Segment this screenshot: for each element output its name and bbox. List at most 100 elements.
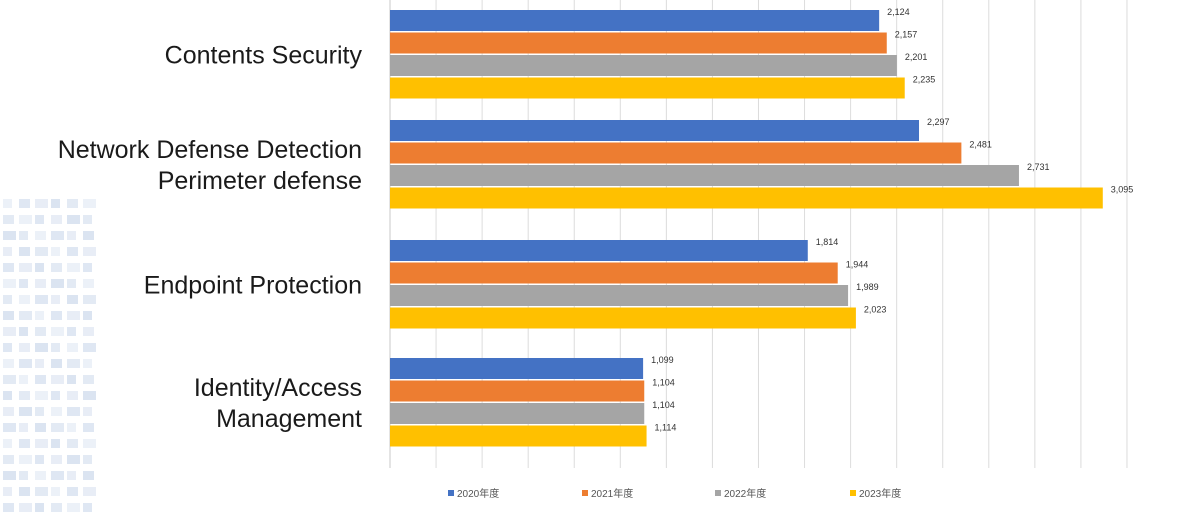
deco-window (83, 439, 96, 448)
bar (390, 262, 838, 284)
bar-value-label: 1,944 (846, 260, 869, 270)
deco-window (51, 231, 64, 240)
deco-window (19, 199, 30, 208)
deco-window (3, 327, 16, 336)
deco-window (67, 423, 76, 432)
deco-window (67, 343, 78, 352)
deco-window (67, 375, 76, 384)
deco-window (83, 359, 92, 368)
deco-window (83, 407, 92, 416)
deco-window (67, 295, 78, 304)
deco-window (51, 279, 64, 288)
deco-window (35, 295, 48, 304)
deco-window (3, 263, 14, 272)
deco-window (83, 215, 92, 224)
deco-window (67, 231, 76, 240)
category-label: Endpoint Protection (144, 271, 362, 299)
bar-value-label: 3,095 (1111, 185, 1134, 195)
deco-window (3, 455, 14, 464)
deco-window (83, 279, 94, 288)
category-label: Contents Security (165, 41, 363, 69)
bar-value-label: 2,157 (895, 30, 918, 40)
deco-window (51, 391, 60, 400)
bar (390, 165, 1019, 186)
deco-window (19, 343, 30, 352)
deco-window (35, 375, 46, 384)
deco-window (3, 215, 14, 224)
legend-swatch (850, 490, 856, 496)
bar (390, 120, 920, 141)
deco-window (51, 311, 62, 320)
deco-window (83, 375, 94, 384)
deco-window (35, 471, 46, 480)
deco-window (35, 439, 48, 448)
deco-window (19, 311, 32, 320)
deco-window (3, 359, 14, 368)
deco-window (51, 295, 60, 304)
deco-window (3, 375, 16, 384)
bar-value-label: 2,201 (905, 52, 928, 62)
deco-window (19, 215, 32, 224)
chart-value-labels: 2,124 2,157 2,201 2,235 2,297 2,481 2,731 3,095… (651, 7, 1133, 433)
deco-window (19, 391, 30, 400)
deco-window (83, 327, 94, 336)
bar-value-label: 2,731 (1027, 162, 1050, 172)
deco-window (35, 503, 44, 512)
bar-value-label: 1,814 (816, 237, 839, 247)
chart-bars (390, 10, 1103, 447)
deco-window (19, 471, 28, 480)
deco-window (19, 263, 32, 272)
deco-window (19, 455, 32, 464)
deco-window (3, 279, 16, 288)
deco-window (83, 311, 92, 320)
deco-window (35, 487, 48, 496)
deco-window (35, 279, 46, 288)
bar-value-label: 1,104 (652, 378, 675, 388)
deco-window (51, 247, 60, 256)
deco-window (51, 439, 60, 448)
bar-value-label: 2,023 (864, 305, 887, 315)
deco-window (67, 263, 80, 272)
deco-window (35, 311, 44, 320)
deco-window (3, 487, 12, 496)
deco-window (51, 343, 60, 352)
category-label: Management (216, 405, 362, 433)
deco-window (51, 215, 62, 224)
legend-swatch (582, 490, 588, 496)
deco-window (67, 503, 80, 512)
deco-window (35, 407, 44, 416)
bar (390, 32, 887, 54)
deco-window (35, 263, 44, 272)
bar (390, 10, 880, 31)
deco-window (51, 263, 62, 272)
deco-window (67, 199, 78, 208)
deco-window (19, 423, 28, 432)
deco-window (67, 311, 80, 320)
deco-window (19, 407, 32, 416)
deco-window (83, 503, 92, 512)
deco-window (67, 391, 78, 400)
legend-label: 2022年度 (724, 487, 766, 500)
deco-window (19, 375, 28, 384)
category-label: Perimeter defense (158, 167, 362, 195)
deco-window (51, 407, 62, 416)
deco-window (3, 391, 12, 400)
bar (390, 425, 647, 447)
deco-window (19, 231, 28, 240)
deco-window (51, 503, 62, 512)
deco-window (83, 263, 92, 272)
deco-window (83, 247, 96, 256)
deco-window (67, 327, 76, 336)
legend-swatch (448, 490, 454, 496)
bar (390, 77, 905, 99)
bar-value-label: 1,104 (652, 400, 675, 410)
deco-window (35, 343, 48, 352)
deco-window (3, 423, 16, 432)
deco-window (3, 471, 16, 480)
deco-window (3, 311, 14, 320)
deco-window (67, 407, 80, 416)
deco-window (19, 439, 30, 448)
deco-window (67, 215, 80, 224)
deco-window (67, 439, 78, 448)
